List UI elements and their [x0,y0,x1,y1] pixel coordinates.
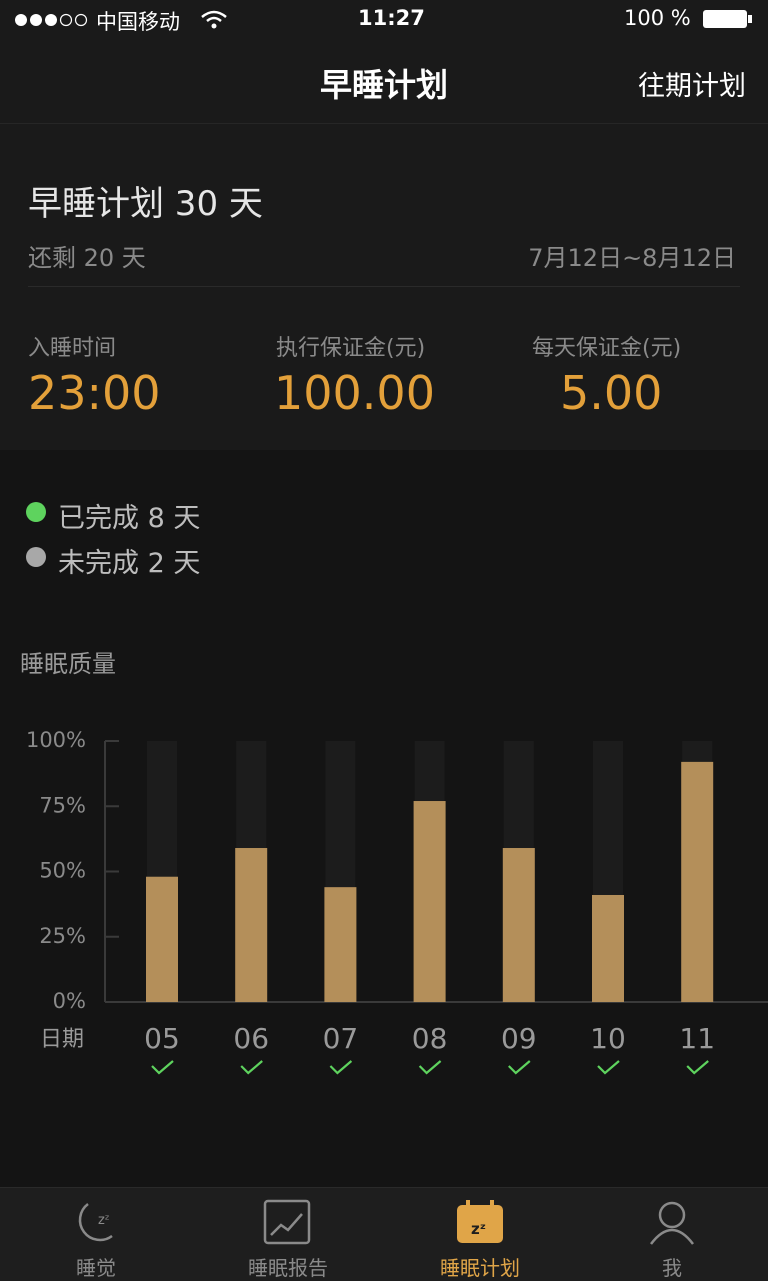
stat-label: 执行保证金(元) [276,336,426,361]
chart-title: 睡眠质量 [20,650,116,678]
clock: 11:27 [358,6,425,30]
done-dot [26,502,46,522]
battery-text: 100 % [624,6,691,30]
x-tick-label: 06 [233,1022,269,1055]
y-tick-label: 25% [39,924,86,948]
nav-title: 早睡计划 [319,66,448,104]
plan-remaining: 还剩 20 天 [28,244,146,272]
stat-label: 每天保证金(元) [532,336,682,361]
bar [146,876,178,1002]
stat-value: 100.00 [274,366,435,420]
divider [0,123,768,124]
check-icon [151,1060,174,1075]
bar [502,848,535,1002]
x-axis-label: 日期 [40,1027,84,1052]
check-icon [329,1060,353,1075]
bar [681,761,714,1002]
moon-icon: zᶻ [78,1203,113,1242]
divider [28,286,740,287]
report-icon [263,1199,311,1245]
x-tick-label: 10 [590,1022,626,1055]
check-icon [240,1060,263,1075]
y-tick-label: 75% [39,793,86,817]
tab-label: 睡觉 [76,1256,116,1280]
sleep-quality-chart: 睡眠质量 日期 0% 25% 50% 75% 100% 05 06 07 08 09 10 11 [20,650,768,1075]
bar [592,894,624,1002]
tab[interactable]: zᶻ 睡眠计划 [384,1188,576,1281]
tab-label: 睡眠报告 [248,1256,328,1280]
signal-icon [15,13,88,27]
done-count: 已完成 8 天 [58,503,201,534]
plan-title: 早睡计划 30 天 [28,184,263,224]
stat-value: 5.00 [560,366,663,420]
tab-label: 睡眠计划 [440,1256,520,1280]
y-tick-label: 100% [26,728,86,752]
y-tick-label: 0% [53,989,86,1013]
bar [324,887,357,1002]
tab-label: 我 [662,1256,682,1280]
history-button[interactable]: 往期计划 [638,71,746,102]
check-icon [508,1060,531,1075]
wifi-icon [201,10,227,29]
bar [413,801,446,1002]
y-tick-label: 50% [39,859,86,883]
plan-icon: zᶻ [457,1200,503,1243]
check-icon [418,1060,442,1075]
svg-text:zᶻ: zᶻ [98,1213,110,1228]
undone-count: 未完成 2 天 [58,548,201,579]
x-tick-label: 11 [679,1022,715,1055]
x-tick-label: 08 [412,1022,448,1055]
tab-bar: zᶻ 睡觉 睡眠报告 zᶻ 睡眠计划 我 [0,1187,768,1281]
tab[interactable]: 睡眠报告 [192,1188,384,1281]
x-tick-label: 07 [323,1022,359,1055]
battery-icon [703,10,752,28]
tab[interactable]: zᶻ 睡觉 [0,1188,192,1281]
svg-text:zᶻ: zᶻ [471,1220,486,1238]
undone-dot [26,547,46,567]
check-icon [686,1060,709,1075]
user-icon [650,1201,694,1245]
stat-value: 23:00 [28,366,161,420]
plan-header [0,0,768,450]
bar [235,848,268,1002]
x-tick-label: 05 [144,1022,180,1055]
carrier: 中国移动 [96,10,180,34]
plan-dates: 7月12日~8月12日 [528,244,736,272]
check-icon [597,1060,620,1075]
tab[interactable]: 我 [576,1188,768,1281]
x-tick-label: 09 [501,1022,537,1055]
stat-label: 入睡时间 [28,336,117,361]
